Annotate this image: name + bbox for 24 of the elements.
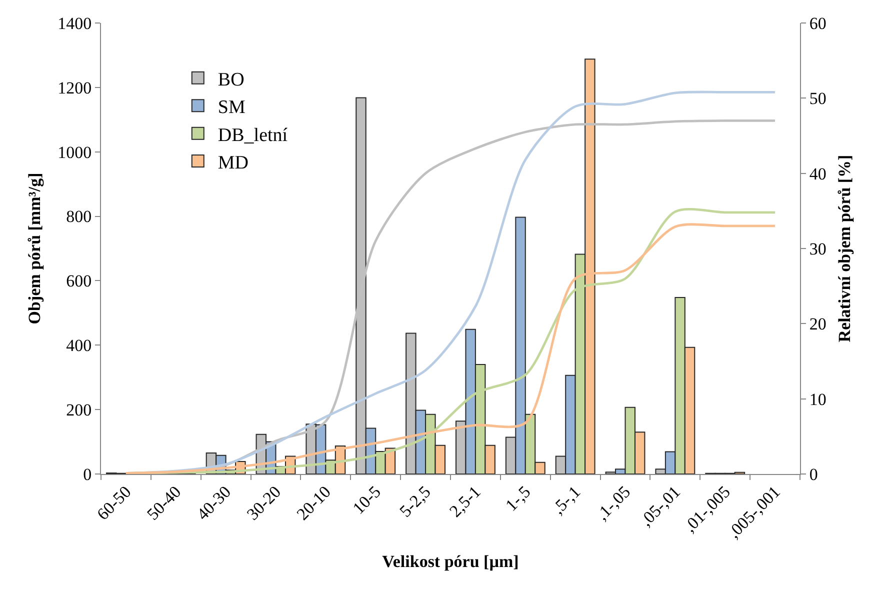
y2-tick-label: 20 bbox=[809, 314, 826, 334]
y-tick-label: 200 bbox=[66, 400, 92, 420]
y-tick-label: 600 bbox=[66, 272, 92, 291]
legend-label: BO bbox=[218, 69, 244, 90]
y2-axis-title: Relativní objem pórů [%] bbox=[834, 154, 854, 342]
y2-tick-label: 30 bbox=[809, 239, 826, 258]
y-tick-label: 1200 bbox=[58, 78, 92, 98]
y-tick-label: 1400 bbox=[58, 14, 92, 33]
y2-tick-label: 50 bbox=[809, 89, 826, 108]
legend-label: SM bbox=[218, 97, 246, 118]
y-axis-title: Objem pórů [mm³/g] bbox=[25, 172, 44, 324]
y2-tick-label: 10 bbox=[809, 390, 826, 409]
x-axis-title: Velikost póru [µm] bbox=[382, 552, 519, 572]
y-tick-label: 1000 bbox=[58, 142, 92, 162]
legend-label: DB_letní bbox=[218, 124, 288, 146]
x-tick-label: 1-,5 bbox=[502, 482, 534, 515]
y-tick-label: 400 bbox=[66, 336, 92, 356]
y2-tick-label: 0 bbox=[809, 464, 818, 484]
y2-tick-label: 60 bbox=[809, 14, 826, 33]
x-tick-label: 10-5 bbox=[348, 482, 384, 518]
legend-label: MD bbox=[218, 152, 249, 174]
y-tick-label: 0 bbox=[83, 464, 92, 484]
y-tick-label: 800 bbox=[66, 207, 92, 226]
y2-tick-label: 40 bbox=[809, 164, 826, 184]
